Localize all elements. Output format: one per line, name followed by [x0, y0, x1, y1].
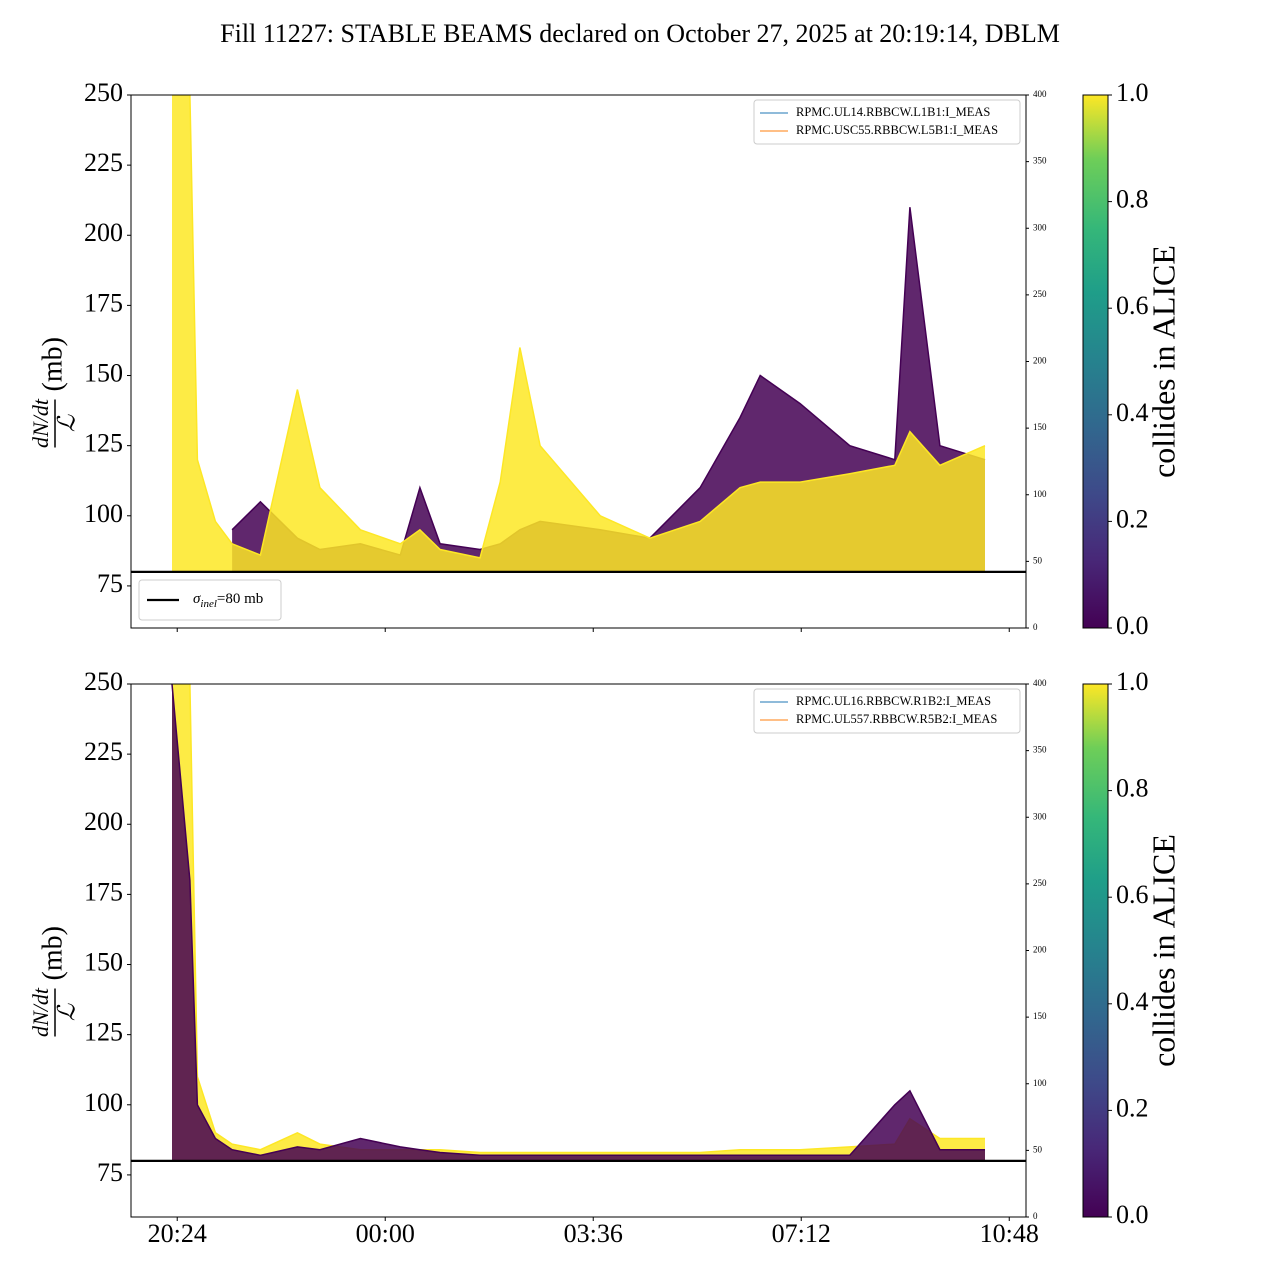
- colorbar-tick-label: 0.0: [1116, 1200, 1149, 1229]
- colorbar-tick-label: 1.0: [1116, 667, 1149, 696]
- y2-tick-label: 400: [1033, 678, 1047, 688]
- colorbar-tick-label: 0.2: [1116, 1093, 1149, 1122]
- series-line: [172, 684, 985, 1154]
- y-axis-label: dN/dt ℒ (mb): [28, 926, 80, 1037]
- x-tick-label: 00:00: [356, 1219, 415, 1248]
- colorbar-tick-label: 0.4: [1116, 398, 1149, 427]
- y-label-denominator: ℒ: [55, 1003, 81, 1021]
- subscript: inel: [200, 598, 217, 610]
- colorbar-tick-label: 0.0: [1116, 611, 1149, 640]
- legend-box: [138, 579, 282, 621]
- colorbar-label: collides in ALICE: [1145, 245, 1181, 478]
- series-area: [232, 207, 986, 572]
- y2-tick-label: 300: [1033, 811, 1047, 821]
- y-tick-label: 250: [84, 78, 123, 107]
- y2-tick-label: 100: [1033, 489, 1047, 499]
- y-tick-label: 200: [84, 807, 123, 836]
- y-tick-label: 125: [84, 429, 123, 458]
- colorbar-tick-label: 1.0: [1116, 78, 1149, 107]
- x-tick-label: 20:24: [148, 1219, 207, 1248]
- legend-label: RPMC.UL16.RBBCW.R1B2:I_MEAS: [796, 694, 991, 708]
- y2-tick-label: 50: [1033, 555, 1043, 565]
- y-tick-label: 100: [84, 1088, 123, 1117]
- y-tick-label: 225: [84, 737, 123, 766]
- y2-tick-label: 250: [1033, 289, 1047, 299]
- colorbar: [1082, 94, 1109, 629]
- y2-tick-label: 150: [1033, 422, 1047, 432]
- y-label-unit: (mb): [37, 926, 68, 980]
- y-tick-label: 150: [84, 358, 123, 387]
- y-label-denominator: ℒ: [55, 414, 81, 432]
- x-tick-label: 07:12: [772, 1219, 831, 1248]
- legend-box: [753, 99, 1021, 145]
- y-tick-label: 125: [84, 1018, 123, 1047]
- y-tick-label: 250: [84, 667, 123, 696]
- symbol: σ: [193, 591, 201, 607]
- x-tick-label: 10:48: [980, 1219, 1039, 1248]
- colorbar-tick-label: 0.8: [1116, 774, 1149, 803]
- y2-tick-label: 250: [1033, 878, 1047, 888]
- y2-tick-label: 350: [1033, 156, 1047, 166]
- y2-tick-label: 150: [1033, 1011, 1047, 1021]
- y2-tick-label: 200: [1033, 945, 1047, 955]
- series-line: [172, 95, 986, 559]
- colorbar-label: collides in ALICE: [1145, 834, 1181, 1067]
- legend-label: RPMC.UL14.RBBCW.L1B1:I_MEAS: [796, 105, 990, 119]
- y-label-unit: (mb): [37, 337, 68, 391]
- y-tick-label: 75: [97, 569, 123, 598]
- legend-label: σinel=80 mb: [193, 591, 263, 609]
- y2-tick-label: 100: [1033, 1078, 1047, 1088]
- y-label-numerator: dN/dt: [28, 398, 53, 448]
- series-line: [171, 684, 985, 1157]
- y-label-numerator: dN/dt: [28, 987, 53, 1037]
- y2-tick-label: 0: [1033, 622, 1038, 632]
- colorbar-tick-label: 0.4: [1116, 987, 1149, 1016]
- series-area: [172, 684, 985, 1161]
- colorbar-tick-label: 0.8: [1116, 185, 1149, 214]
- y-axis-label: dN/dt ℒ (mb): [28, 337, 80, 448]
- rest: =80 mb: [217, 591, 263, 607]
- y2-tick-label: 50: [1033, 1144, 1043, 1154]
- colorbar-tick-label: 0.2: [1116, 504, 1149, 533]
- y-tick-label: 200: [84, 218, 123, 247]
- y-tick-label: 75: [97, 1158, 123, 1187]
- y2-tick-label: 0: [1033, 1211, 1038, 1221]
- legend-box: [753, 688, 1021, 734]
- series-area: [172, 684, 985, 1161]
- x-tick-label: 03:36: [564, 1219, 623, 1248]
- y2-tick-label: 300: [1033, 222, 1047, 232]
- chart-title: Fill 11227: STABLE BEAMS declared on Oct…: [220, 19, 1060, 48]
- y2-tick-label: 350: [1033, 745, 1047, 755]
- series-area: [172, 95, 985, 572]
- colorbar: [1082, 683, 1109, 1218]
- y2-tick-label: 400: [1033, 89, 1047, 99]
- colorbar-tick-label: 0.6: [1116, 880, 1149, 909]
- y-tick-label: 100: [84, 499, 123, 528]
- y2-tick-label: 200: [1033, 356, 1047, 366]
- y-tick-label: 150: [84, 947, 123, 976]
- y-tick-label: 225: [84, 148, 123, 177]
- legend-label: RPMC.UL557.RBBCW.R5B2:I_MEAS: [796, 712, 997, 726]
- y-tick-label: 175: [84, 877, 123, 906]
- legend-label: RPMC.USC55.RBBCW.L5B1:I_MEAS: [796, 123, 998, 137]
- colorbar-tick-label: 0.6: [1116, 291, 1149, 320]
- y-tick-label: 175: [84, 288, 123, 317]
